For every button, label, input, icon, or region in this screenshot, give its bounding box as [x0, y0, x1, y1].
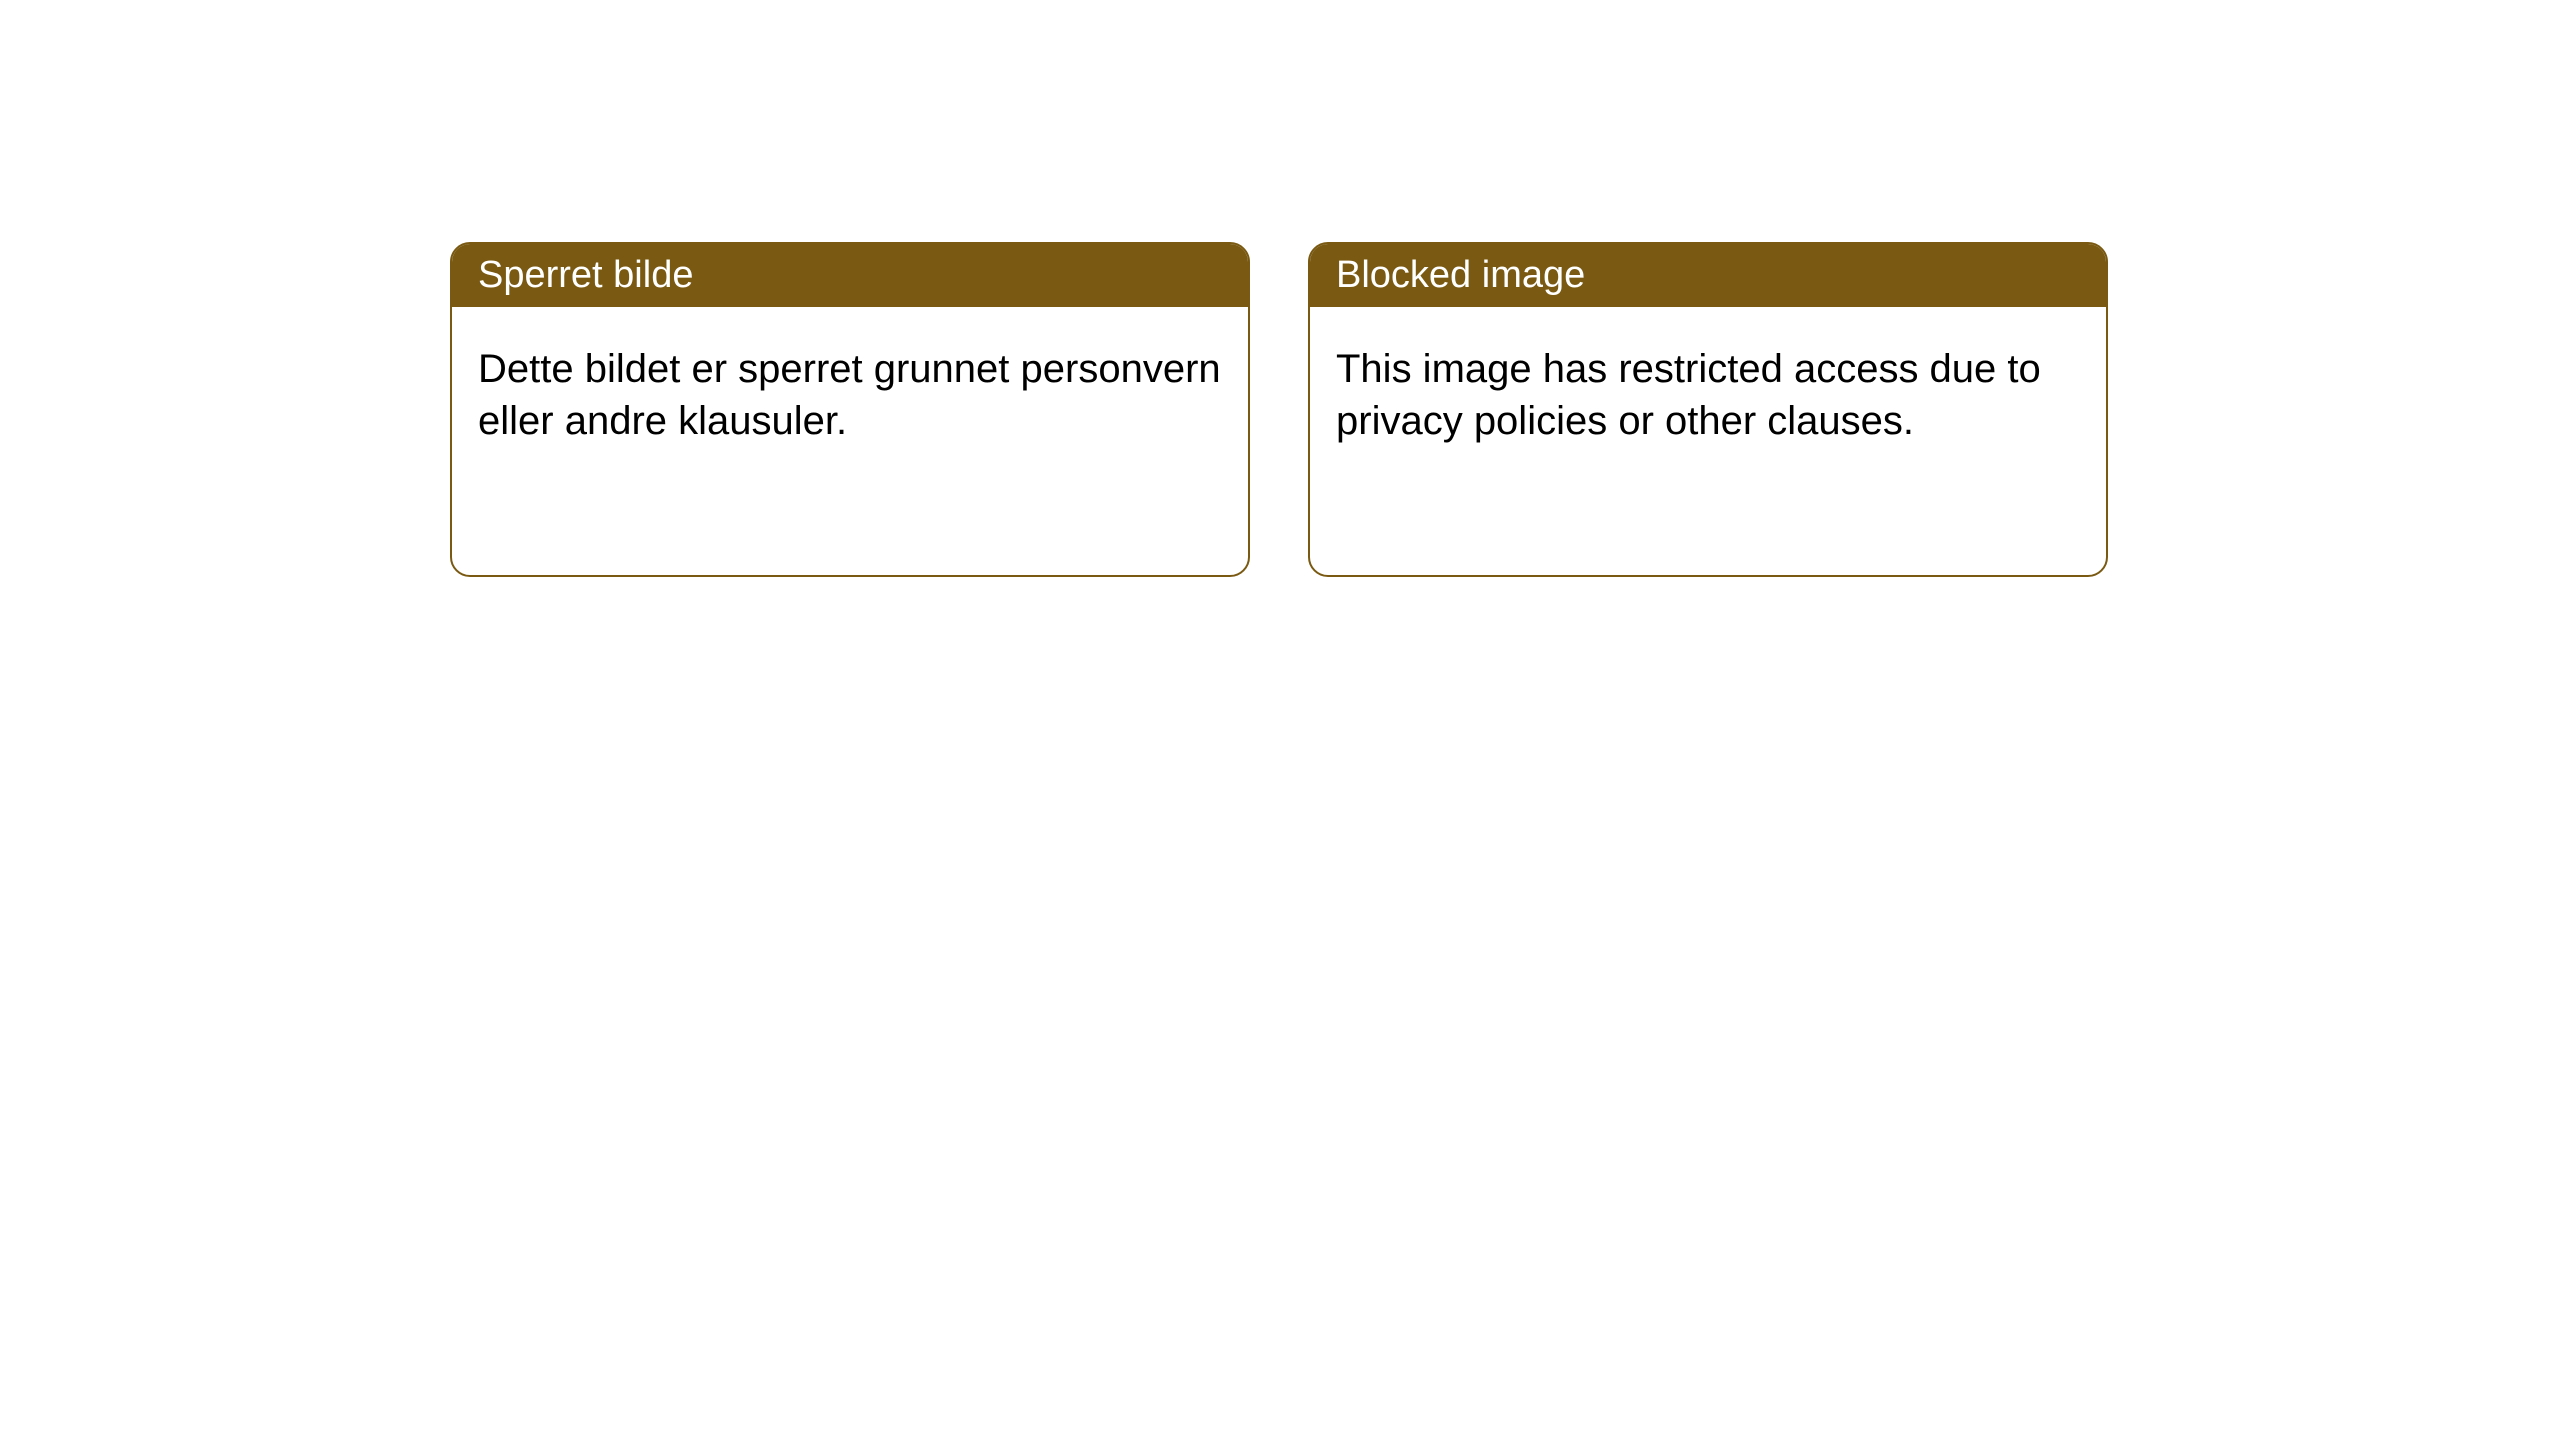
card-body-text: Dette bildet er sperret grunnet personve… — [478, 347, 1221, 443]
card-title: Blocked image — [1336, 254, 1585, 296]
card-header: Sperret bilde — [452, 244, 1248, 307]
card-title: Sperret bilde — [478, 254, 693, 296]
card-header: Blocked image — [1310, 244, 2106, 307]
card-body: This image has restricted access due to … — [1310, 307, 2106, 483]
notice-cards-container: Sperret bilde Dette bildet er sperret gr… — [0, 0, 2560, 577]
card-body: Dette bildet er sperret grunnet personve… — [452, 307, 1248, 483]
notice-card-english: Blocked image This image has restricted … — [1308, 242, 2108, 577]
notice-card-norwegian: Sperret bilde Dette bildet er sperret gr… — [450, 242, 1250, 577]
card-body-text: This image has restricted access due to … — [1336, 347, 2041, 443]
